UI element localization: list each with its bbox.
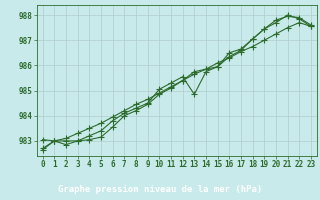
Text: Graphe pression niveau de la mer (hPa): Graphe pression niveau de la mer (hPa) bbox=[58, 185, 262, 194]
